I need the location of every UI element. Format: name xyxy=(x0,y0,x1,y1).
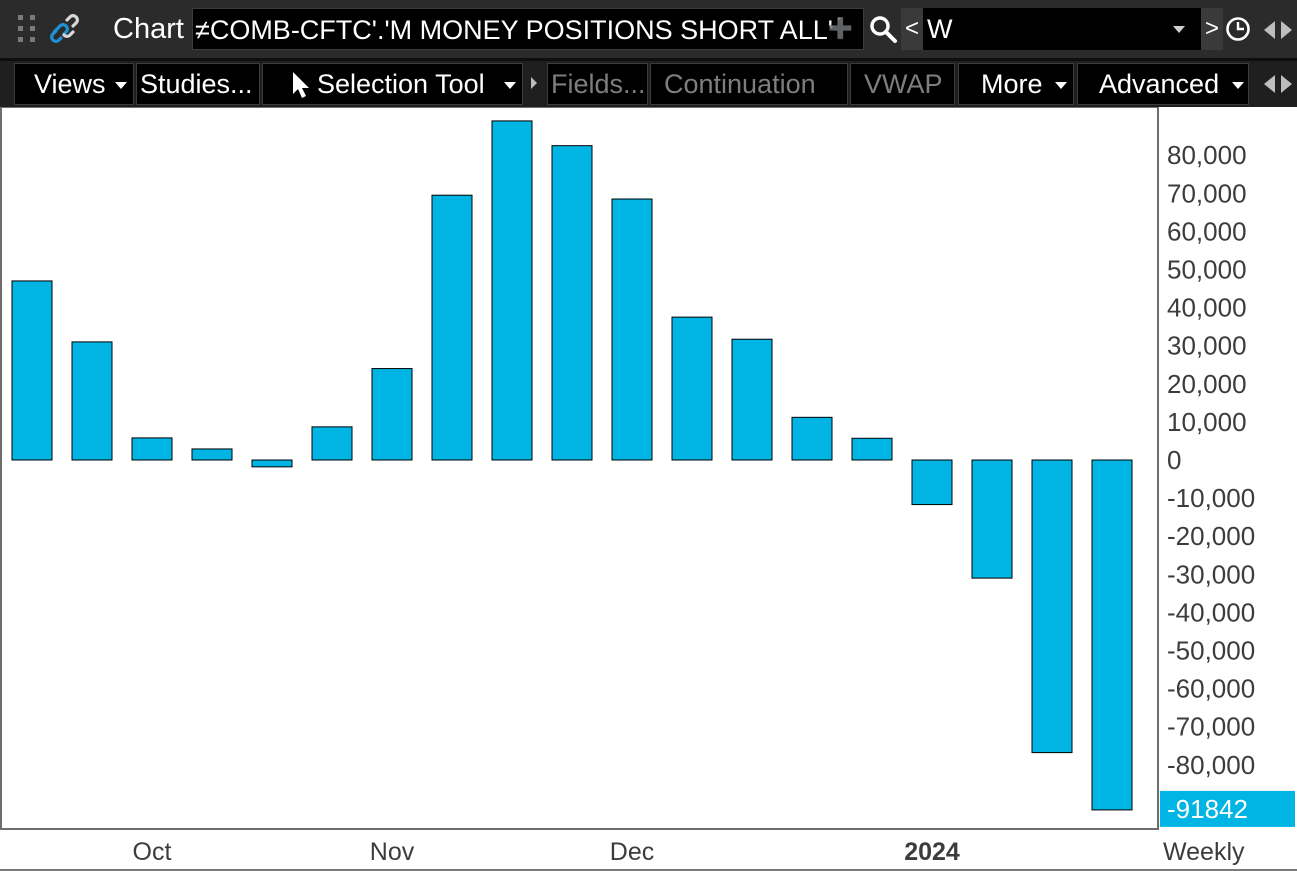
vwap-label: VWAP xyxy=(864,69,943,99)
advanced-label: Advanced xyxy=(1099,69,1220,99)
y-tick-label: -50,000 xyxy=(1167,636,1255,666)
aggregation-prev-button[interactable]: < xyxy=(901,8,923,50)
chevron-right-icon[interactable] xyxy=(531,77,537,89)
bar-mark xyxy=(11,280,53,461)
link-icon[interactable] xyxy=(50,14,80,44)
bars-layer xyxy=(11,120,1133,811)
y-tick-label: 20,000 xyxy=(1167,369,1247,399)
x-tick-label: Nov xyxy=(370,838,415,866)
scroll-arrows-icon[interactable] xyxy=(1262,19,1294,41)
title-bar: Chart ≠COMB-CFTC'.'M MONEY POSITIONS SHO… xyxy=(0,0,1297,58)
bar-mark xyxy=(851,437,893,461)
bar-mark xyxy=(1091,459,1133,811)
pointer-icon xyxy=(293,72,309,98)
y-axis: 80,000 70,000 60,000 50,000 40,000 30,000 20,0… xyxy=(1167,140,1255,780)
bar-mark xyxy=(371,368,413,461)
bar-mark xyxy=(791,416,833,461)
y-tick-label: -80,000 xyxy=(1167,750,1255,780)
y-tick-label: -10,000 xyxy=(1167,483,1255,513)
bar-mark xyxy=(551,145,593,461)
y-tick-label: -20,000 xyxy=(1167,521,1255,551)
last-value-bubble-layer: -91842 xyxy=(1160,790,1295,827)
bar-mark xyxy=(251,459,293,468)
bar-mark xyxy=(311,426,353,461)
toolbar-scroll-arrows-icon[interactable] xyxy=(1262,73,1294,95)
x-tick-label: Dec xyxy=(610,838,654,866)
bottom-divider xyxy=(0,869,1297,871)
x-axis: Oct Nov Dec 2024 Weekly xyxy=(133,838,1245,866)
y-tick-label: -60,000 xyxy=(1167,674,1255,704)
y-tick-label: 80,000 xyxy=(1167,140,1247,170)
bar-mark xyxy=(911,459,953,506)
y-tick-label: 50,000 xyxy=(1167,255,1247,285)
chevron-down-icon xyxy=(1232,82,1244,89)
fields-button[interactable]: Fields... xyxy=(547,63,648,105)
views-button[interactable]: Views xyxy=(14,63,134,105)
aggregation-select[interactable]: W xyxy=(923,8,1201,50)
y-tick-label: -40,000 xyxy=(1167,597,1255,627)
bar-mark xyxy=(611,198,653,461)
advanced-button[interactable]: Advanced xyxy=(1077,63,1249,105)
chevron-down-icon xyxy=(1055,82,1067,89)
window-title: Chart xyxy=(113,13,184,45)
bar-mark xyxy=(131,437,173,461)
y-tick-label: 70,000 xyxy=(1167,178,1247,208)
clock-icon[interactable] xyxy=(1225,16,1251,42)
symbol-text: ≠COMB-CFTC'.'M MONEY POSITIONS SHORT ALL… xyxy=(195,15,833,45)
vwap-button[interactable]: VWAP xyxy=(850,63,955,105)
period-label: Weekly xyxy=(1163,838,1245,866)
studies-button[interactable]: Studies... xyxy=(136,63,260,105)
selection-tool-label: Selection Tool xyxy=(317,69,485,99)
more-label: More xyxy=(981,69,1043,99)
y-tick-label: 0 xyxy=(1167,445,1181,475)
last-value-bubble xyxy=(1160,790,1295,827)
aggregation-value: W xyxy=(927,14,953,44)
grip-icon[interactable] xyxy=(18,15,38,45)
continuation-button[interactable]: Continuation xyxy=(650,63,848,105)
aggregation-next-button[interactable]: > xyxy=(1201,8,1223,50)
bar-mark xyxy=(671,316,713,461)
bar-mark xyxy=(491,120,533,461)
bar-mark xyxy=(71,341,113,461)
studies-label: Studies... xyxy=(140,69,253,99)
last-value-label: -91842 xyxy=(1167,794,1248,824)
y-tick-label: -70,000 xyxy=(1167,712,1255,742)
bar-mark xyxy=(971,459,1013,579)
bar-mark xyxy=(431,194,473,461)
y-tick-label: -30,000 xyxy=(1167,559,1255,589)
continuation-label: Continuation xyxy=(664,69,816,99)
y-tick-label: 60,000 xyxy=(1167,216,1247,246)
views-label: Views xyxy=(34,69,106,99)
x-tick-label: 2024 xyxy=(904,838,960,866)
search-icon[interactable] xyxy=(868,14,898,44)
chart-toolbar: Views Studies... Selection Tool Fields..… xyxy=(0,58,1297,107)
bar-mark xyxy=(1031,459,1073,754)
y-tick-label: 10,000 xyxy=(1167,407,1247,437)
symbol-dropdown-icon[interactable]: ➕ xyxy=(828,18,853,40)
fields-label: Fields... xyxy=(551,69,646,99)
chevron-down-icon xyxy=(115,82,127,89)
y-tick-label: 40,000 xyxy=(1167,293,1247,323)
selection-tool-button[interactable]: Selection Tool xyxy=(262,63,523,105)
symbol-input[interactable]: ≠COMB-CFTC'.'M MONEY POSITIONS SHORT ALL… xyxy=(192,8,864,50)
bar-mark xyxy=(731,338,773,461)
bar-mark xyxy=(191,448,233,461)
x-tick-label: Oct xyxy=(133,838,172,866)
chevron-down-icon[interactable] xyxy=(1173,26,1185,33)
y-tick-label: 30,000 xyxy=(1167,331,1247,361)
chevron-down-icon xyxy=(504,82,516,89)
more-button[interactable]: More xyxy=(958,63,1074,105)
